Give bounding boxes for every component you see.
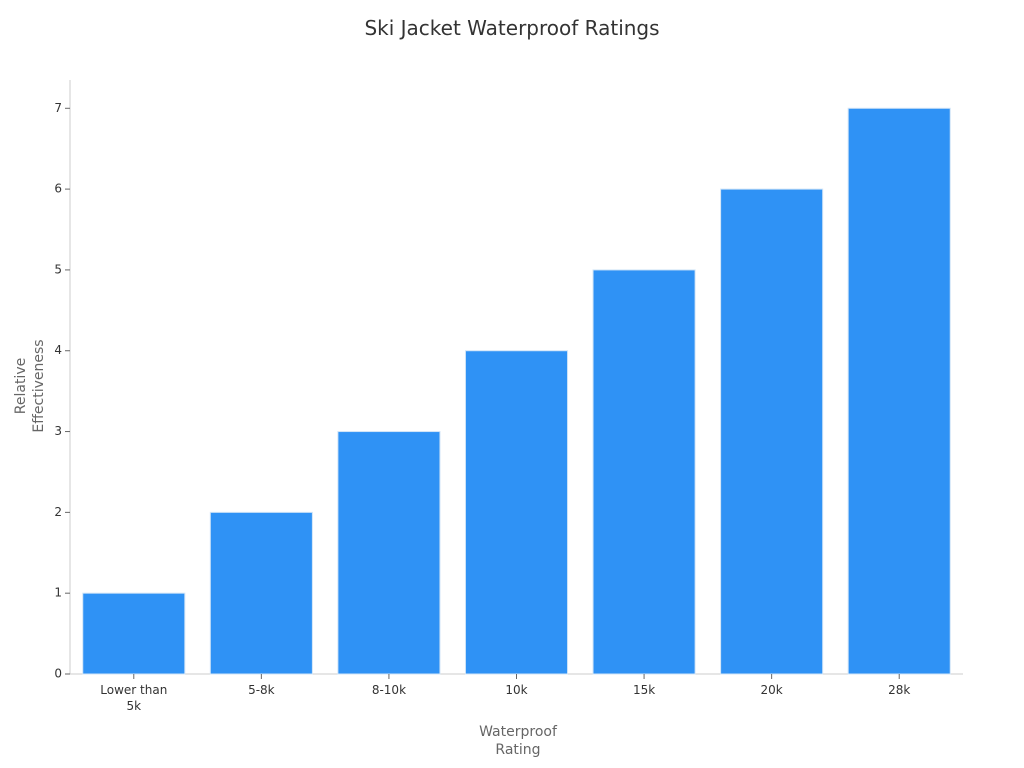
- x-axis-title: Waterproof Rating: [479, 724, 557, 758]
- y-axis-title: Relative Effectiveness: [13, 339, 47, 433]
- y-tick-label: 1: [54, 586, 62, 600]
- x-tick-label: 20k: [760, 683, 783, 697]
- y-tick-label: 4: [54, 343, 62, 357]
- y-tick-label: 0: [54, 667, 62, 681]
- x-tick-label: 28k: [888, 683, 911, 697]
- bar: [847, 107, 951, 675]
- bar: [720, 188, 824, 675]
- bar: [337, 431, 441, 675]
- x-tick-label: 15k: [632, 683, 656, 697]
- y-tick-label: 2: [54, 505, 62, 519]
- x-tick-label: 10k: [505, 683, 528, 697]
- bar: [464, 350, 569, 675]
- y-tick-label: 3: [54, 424, 62, 438]
- x-tick-label: 5-8k: [248, 683, 275, 697]
- bar: [209, 511, 313, 675]
- y-tick-label: 7: [54, 101, 62, 115]
- x-tick-label: 8-10k: [371, 683, 407, 697]
- x-tick-label: Lower than 5k: [100, 683, 168, 713]
- bar: [82, 592, 186, 675]
- bar: [592, 269, 696, 675]
- y-tick-label: 6: [54, 182, 62, 196]
- chart-title: Ski Jacket Waterproof Ratings: [364, 16, 660, 40]
- y-tick-label: 5: [54, 262, 62, 276]
